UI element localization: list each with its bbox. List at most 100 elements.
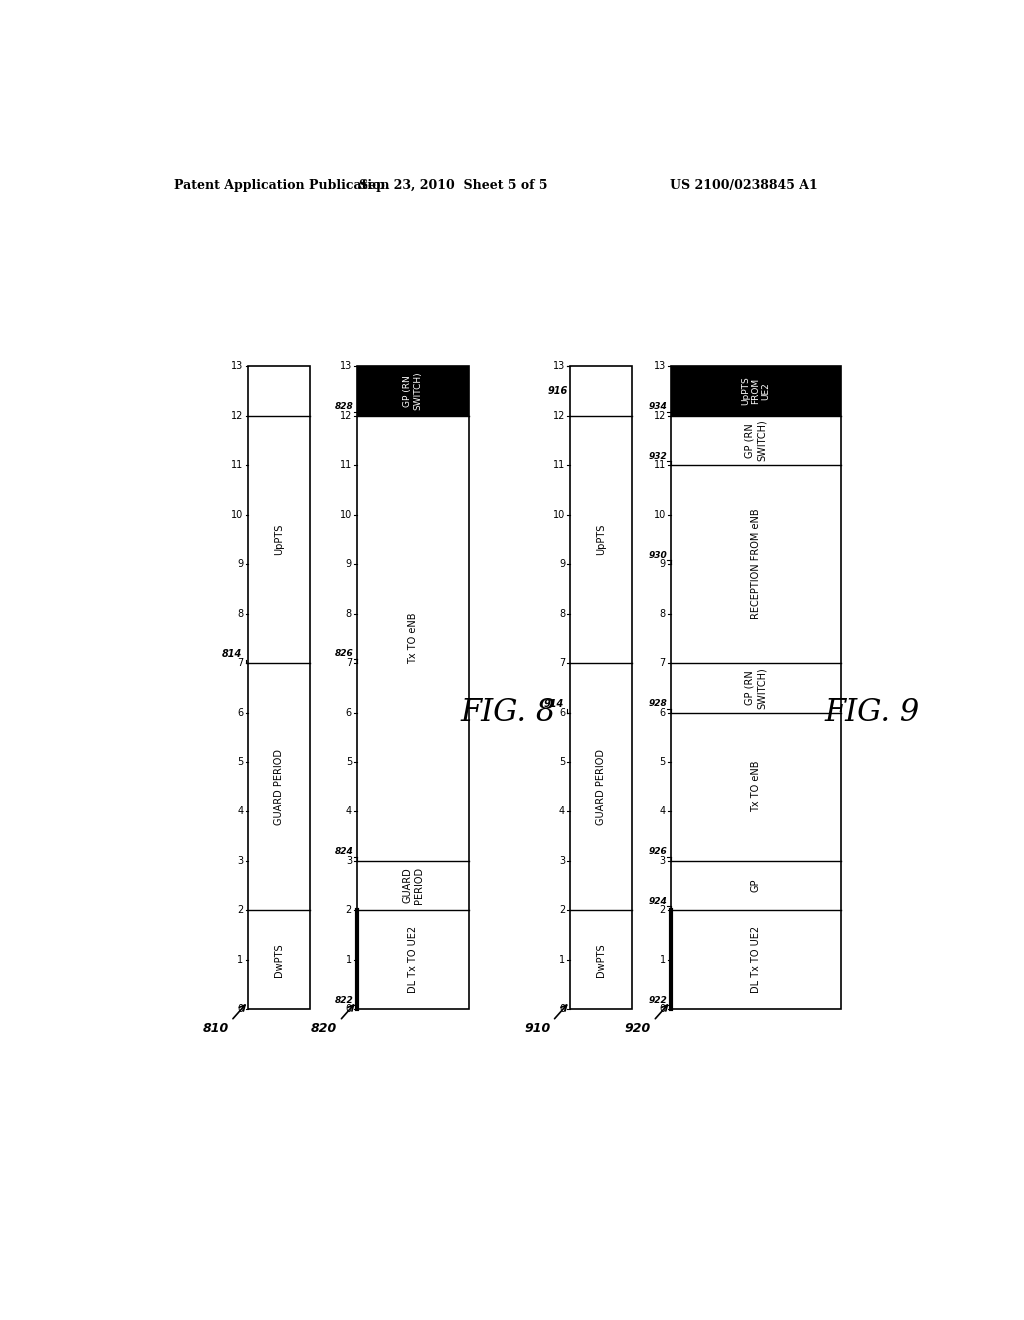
Text: 814: 814 (221, 649, 242, 659)
Text: 7: 7 (559, 659, 565, 668)
Text: 922: 922 (648, 995, 668, 1005)
Text: 3: 3 (659, 855, 666, 866)
Text: 12: 12 (653, 411, 666, 421)
Text: 5: 5 (238, 756, 244, 767)
Text: UpPTS
FROM
UE2: UpPTS FROM UE2 (739, 375, 772, 407)
Text: UpPTS
FROM
UE2: UpPTS FROM UE2 (740, 376, 771, 405)
Text: 8: 8 (346, 609, 352, 619)
Text: 12: 12 (553, 411, 565, 421)
Text: 7: 7 (346, 659, 352, 668)
Text: GUARD
PERIOD: GUARD PERIOD (402, 867, 424, 904)
Text: Sep. 23, 2010  Sheet 5 of 5: Sep. 23, 2010 Sheet 5 of 5 (359, 178, 548, 191)
Bar (569, 367, 632, 1010)
Text: 8: 8 (238, 609, 244, 619)
Text: 934: 934 (648, 403, 668, 411)
Text: 1: 1 (346, 954, 352, 965)
Text: 10: 10 (340, 510, 352, 520)
Text: 12: 12 (231, 411, 244, 421)
Text: 10: 10 (653, 510, 666, 520)
Text: RECEPTION FROM eNB: RECEPTION FROM eNB (751, 508, 761, 619)
Text: 11: 11 (340, 461, 352, 470)
Text: FIG. 8: FIG. 8 (460, 697, 555, 729)
Text: 11: 11 (653, 461, 666, 470)
Text: GUARD PERIOD: GUARD PERIOD (596, 748, 606, 825)
Text: GP: GP (751, 879, 761, 892)
Text: 924: 924 (648, 896, 668, 906)
Text: 9: 9 (346, 560, 352, 569)
Text: 13: 13 (340, 362, 352, 371)
Text: 932: 932 (648, 451, 668, 461)
Text: FIG. 9: FIG. 9 (824, 697, 920, 729)
Text: DL Tx TO UE2: DL Tx TO UE2 (751, 927, 761, 994)
Text: 3: 3 (346, 855, 352, 866)
Text: 13: 13 (653, 362, 666, 371)
Text: 11: 11 (553, 461, 565, 470)
Text: 3: 3 (238, 855, 244, 866)
Text: 916: 916 (547, 385, 567, 396)
Text: 5: 5 (659, 756, 666, 767)
Text: 6: 6 (659, 708, 666, 718)
Text: 920: 920 (625, 1022, 651, 1035)
Text: GP (RN
SWITCH): GP (RN SWITCH) (402, 370, 424, 412)
Text: 828: 828 (335, 403, 353, 411)
Text: 5: 5 (559, 756, 565, 767)
Text: 3: 3 (559, 855, 565, 866)
Text: GUARD PERIOD: GUARD PERIOD (274, 748, 284, 825)
Text: UpPTS: UpPTS (596, 524, 606, 556)
Text: 810: 810 (203, 1022, 228, 1035)
Text: GP (RN
SWITCH): GP (RN SWITCH) (403, 372, 423, 411)
Text: 4: 4 (238, 807, 244, 816)
Text: 10: 10 (231, 510, 244, 520)
Text: 11: 11 (231, 461, 244, 470)
Text: 12: 12 (340, 411, 352, 421)
Text: Tx TO eNB: Tx TO eNB (751, 760, 761, 812)
Text: 2: 2 (346, 906, 352, 915)
Text: 1: 1 (238, 954, 244, 965)
Text: 822: 822 (335, 995, 353, 1005)
Text: 926: 926 (648, 847, 668, 857)
Text: 910: 910 (524, 1022, 550, 1035)
Text: 13: 13 (553, 362, 565, 371)
Text: 10: 10 (553, 510, 565, 520)
Text: DL Tx TO UE2: DL Tx TO UE2 (408, 927, 418, 994)
Text: 4: 4 (559, 807, 565, 816)
Text: 0: 0 (346, 1005, 352, 1014)
Text: 5: 5 (346, 756, 352, 767)
Text: 4: 4 (346, 807, 352, 816)
Text: 1: 1 (559, 954, 565, 965)
Text: 928: 928 (648, 698, 668, 708)
Text: 13: 13 (231, 362, 244, 371)
Text: GP (RN
SWITCH): GP (RN SWITCH) (744, 667, 767, 709)
Text: 826: 826 (335, 649, 353, 659)
Text: 6: 6 (238, 708, 244, 718)
Text: 0: 0 (559, 1005, 565, 1014)
Bar (671, 367, 841, 1010)
Bar (356, 367, 469, 416)
Text: UpPTS: UpPTS (274, 524, 284, 556)
Text: Patent Application Publication: Patent Application Publication (174, 178, 390, 191)
Text: 824: 824 (335, 847, 353, 857)
Text: 0: 0 (238, 1005, 244, 1014)
Bar (248, 367, 310, 1010)
Text: DwPTS: DwPTS (596, 942, 606, 977)
Text: 0: 0 (659, 1005, 666, 1014)
Text: 9: 9 (238, 560, 244, 569)
Bar (356, 367, 469, 1010)
Text: DwPTS: DwPTS (274, 942, 284, 977)
Text: Tx TO eNB: Tx TO eNB (408, 612, 418, 664)
Text: 7: 7 (659, 659, 666, 668)
Text: 2: 2 (238, 906, 244, 915)
Text: 2: 2 (559, 906, 565, 915)
Text: 9: 9 (559, 560, 565, 569)
Text: US 2100/0238845 A1: US 2100/0238845 A1 (671, 178, 818, 191)
Text: 914: 914 (544, 698, 563, 709)
Text: 9: 9 (659, 560, 666, 569)
Text: 930: 930 (648, 550, 668, 560)
Text: 4: 4 (659, 807, 666, 816)
Text: 8: 8 (559, 609, 565, 619)
Text: 820: 820 (311, 1022, 337, 1035)
Text: 2: 2 (659, 906, 666, 915)
Text: GP (RN
SWITCH): GP (RN SWITCH) (744, 420, 767, 462)
Text: 6: 6 (559, 708, 565, 718)
Bar (671, 367, 841, 416)
